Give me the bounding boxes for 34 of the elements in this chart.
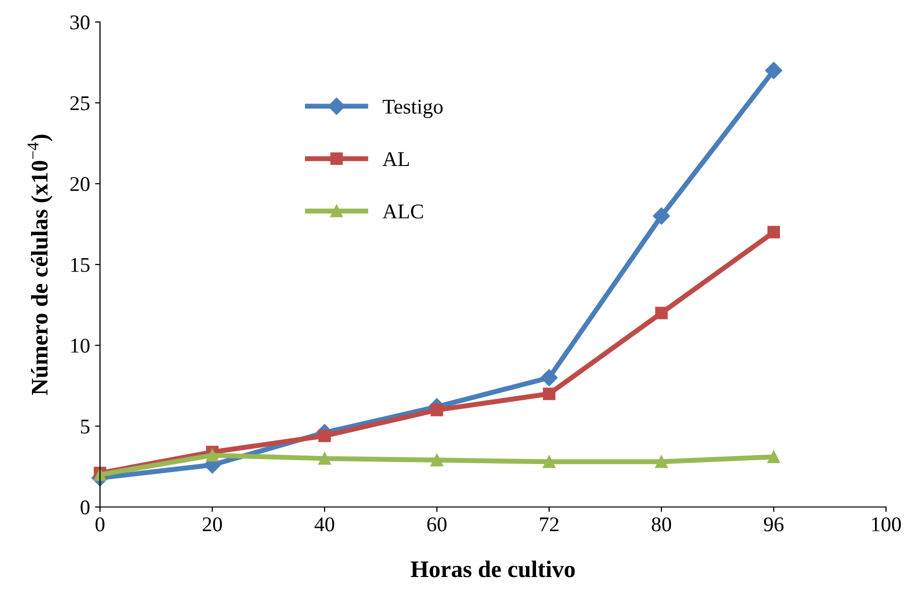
point [655, 455, 668, 468]
x-axis-title: Horas de cultivo [410, 560, 575, 578]
point [652, 207, 670, 225]
point [430, 404, 444, 416]
y-tick-label: 25 [70, 96, 90, 110]
x-tick-label: 80 [652, 517, 672, 532]
x-tick-label: 20 [202, 517, 222, 532]
y-tick-label: 5 [81, 420, 90, 434]
x-tick-label: 40 [314, 517, 334, 532]
point [542, 388, 556, 400]
y-tick-label: 30 [70, 15, 90, 30]
x-tick-label: 60 [427, 517, 446, 532]
legend-label: AL [382, 152, 409, 166]
y-axis-title: Número de células (x10$^{−4}$) [28, 134, 52, 395]
y-tick-label: 20 [70, 177, 90, 192]
point [430, 454, 444, 466]
legend-label: Testigo [382, 100, 443, 118]
point [318, 430, 331, 442]
y-tick-label: 0 [80, 500, 90, 514]
point [318, 452, 331, 465]
x-tick-label: 0 [96, 517, 104, 532]
legend-label: ALC [382, 204, 423, 219]
x-tick-label: 96 [764, 517, 784, 532]
point [767, 226, 780, 238]
point [767, 450, 780, 464]
point [765, 62, 782, 80]
point [540, 369, 558, 386]
x-tick-label: 72 [540, 517, 558, 532]
x-tick-label: 100 [872, 517, 901, 532]
point [542, 455, 556, 468]
point [206, 449, 219, 462]
y-tick-label: 15 [71, 258, 90, 272]
y-tick-label: 10 [71, 338, 90, 353]
point [655, 306, 668, 320]
